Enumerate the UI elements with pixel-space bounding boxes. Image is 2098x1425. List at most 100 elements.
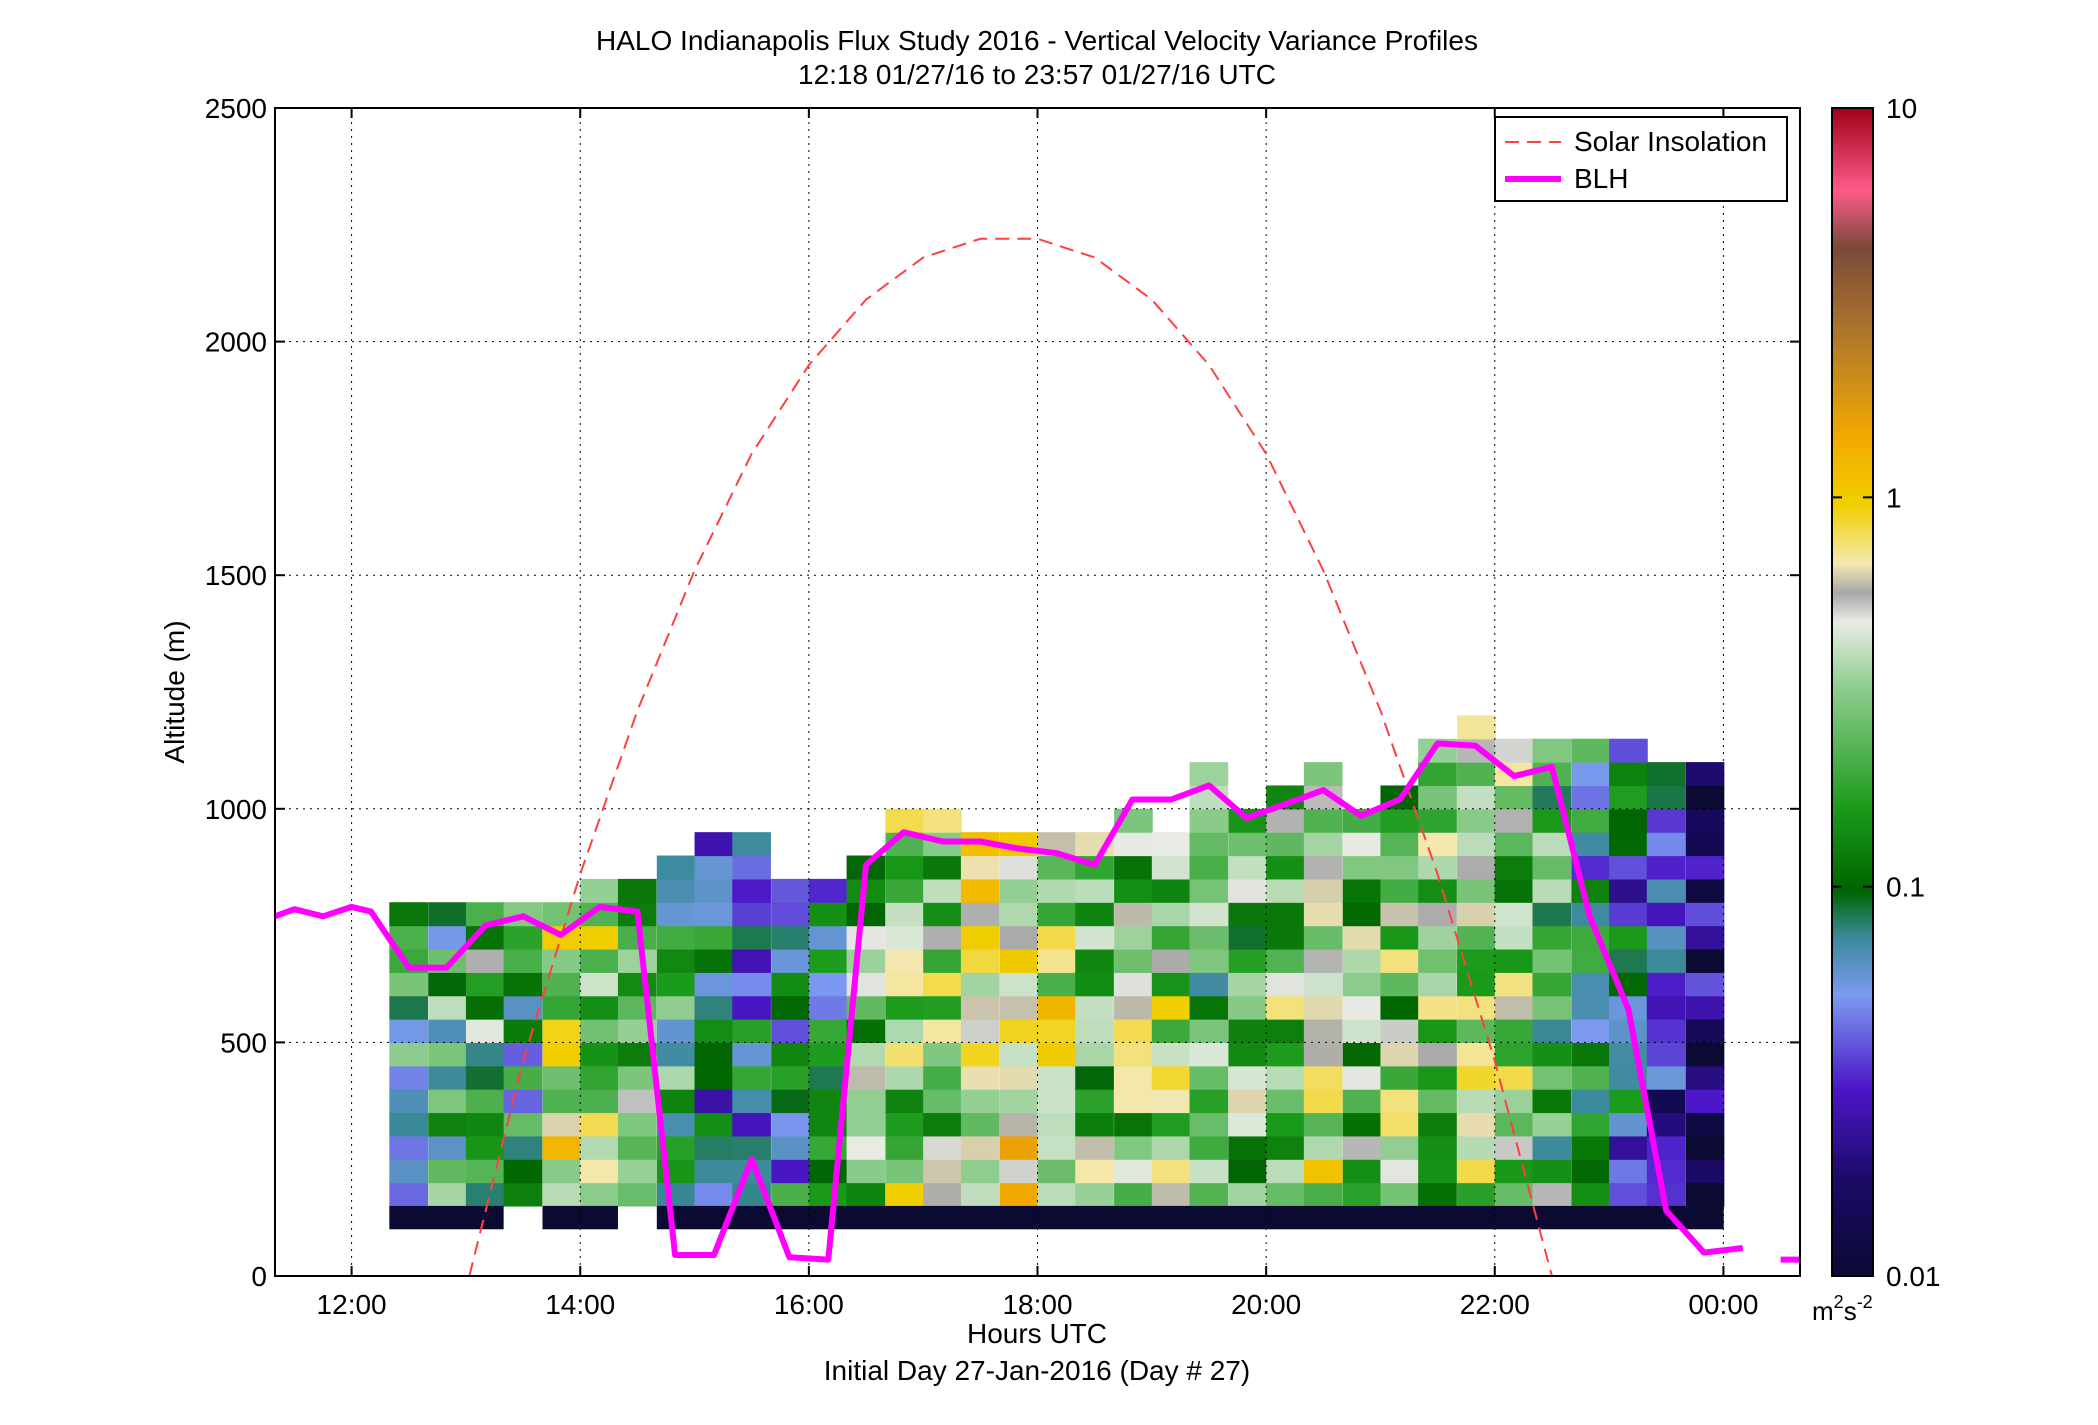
heatmap-cell	[542, 1159, 582, 1184]
heatmap-cell	[656, 902, 696, 927]
heatmap-cell	[1075, 995, 1114, 1020]
heatmap-cell	[1685, 1135, 1725, 1160]
heatmap-cell	[694, 902, 734, 927]
heatmap-cell	[1114, 972, 1153, 997]
heatmap-cell	[1571, 878, 1611, 903]
heatmap-cell	[1303, 948, 1343, 973]
heatmap-cell	[1342, 902, 1382, 927]
heatmap-cell	[1075, 1065, 1114, 1090]
heatmap-cell	[999, 1182, 1039, 1207]
heatmap-cell	[885, 1112, 925, 1137]
y-tick-label: 2000	[205, 327, 267, 358]
heatmap-cell	[846, 1065, 886, 1090]
heatmap-cell	[960, 972, 1000, 997]
heatmap-cell	[1380, 1135, 1420, 1160]
heatmap-cell	[1303, 1042, 1343, 1067]
heatmap-cell	[1609, 878, 1648, 903]
heatmap-cell	[389, 1019, 428, 1043]
heatmap-cell	[1685, 1065, 1725, 1090]
heatmap-cell	[923, 808, 962, 833]
heatmap-cell	[1189, 1019, 1229, 1043]
heatmap-cell	[732, 1112, 771, 1137]
heatmap-cell	[1418, 1112, 1457, 1137]
heatmap-cell	[999, 1042, 1039, 1067]
heatmap-cell	[656, 1019, 696, 1043]
heatmap-cell	[1685, 785, 1725, 810]
heatmap-cell	[960, 995, 1000, 1020]
heatmap-cell	[885, 925, 925, 950]
heatmap-cell	[771, 1089, 810, 1114]
heatmap-cell	[808, 1089, 848, 1114]
heatmap-cell	[1342, 925, 1382, 950]
heatmap-surface-row	[656, 1205, 1724, 1230]
heatmap-cell	[1266, 808, 1305, 833]
heatmap-cell	[808, 948, 848, 973]
heatmap-cell	[1532, 855, 1572, 880]
heatmap-cell	[1151, 1019, 1191, 1043]
heatmap-cell	[542, 1182, 582, 1207]
heatmap-cell	[885, 1089, 925, 1114]
heatmap-cell	[1571, 832, 1611, 857]
heatmap-cell	[1228, 1182, 1268, 1207]
heatmap-cell	[1380, 832, 1420, 857]
heatmap-cell	[1494, 1182, 1534, 1207]
heatmap-cell	[1532, 1065, 1572, 1090]
heatmap-cell	[1571, 948, 1611, 973]
heatmap-cell	[1342, 808, 1382, 833]
heatmap-cell	[808, 1159, 848, 1184]
heatmap-cell	[428, 1089, 467, 1114]
blh-line	[275, 740, 1744, 1263]
heatmap-cell	[1418, 972, 1457, 997]
heatmap-cell	[428, 1019, 467, 1043]
heatmap-cell	[580, 1135, 619, 1160]
heatmap-cell	[1571, 762, 1611, 787]
heatmap-cell	[389, 902, 428, 927]
heatmap-cell	[1303, 1089, 1343, 1114]
heatmap-cell	[389, 1065, 428, 1090]
heatmap-cell	[617, 878, 657, 903]
heatmap-cell	[1228, 1065, 1268, 1090]
heatmap-cell	[1532, 902, 1572, 927]
heatmap-cell	[1380, 1112, 1420, 1137]
heatmap-cell	[1571, 1159, 1611, 1184]
heatmap-cell	[1189, 762, 1229, 787]
heatmap-cell	[885, 948, 925, 973]
heatmap-cell	[1457, 1019, 1496, 1043]
heatmap-cell	[617, 948, 657, 973]
heatmap-cell	[1189, 972, 1229, 997]
heatmap-cell	[1418, 878, 1457, 903]
heatmap-cell	[923, 902, 962, 927]
heatmap-cell	[1685, 1089, 1725, 1114]
heatmap-cell	[1457, 715, 1496, 740]
heatmap-cell	[808, 1042, 848, 1067]
heatmap-cell	[428, 972, 467, 997]
colorbar-unit-exp2: -2	[1857, 1292, 1873, 1312]
legend-blh-label: BLH	[1574, 163, 1628, 194]
heatmap-cell	[1685, 1159, 1725, 1184]
heatmap-cell	[1303, 1159, 1343, 1184]
heatmap-cell	[999, 855, 1039, 880]
heatmap-cell	[999, 1065, 1039, 1090]
heatmap-cell	[771, 1159, 810, 1184]
heatmap-cell	[542, 1135, 582, 1160]
heatmap-cell	[1418, 1159, 1457, 1184]
heatmap-cell	[465, 1182, 505, 1207]
heatmap-cell	[846, 1135, 886, 1160]
heatmap-cell	[1494, 1019, 1534, 1043]
heatmap-cell	[1494, 878, 1534, 903]
heatmap-cell	[885, 878, 925, 903]
heatmap-cell	[1646, 948, 1686, 973]
heatmap-cell	[808, 1065, 848, 1090]
heatmap-cell	[1646, 808, 1686, 833]
heatmap-cell	[542, 902, 582, 927]
heatmap-cell	[1609, 762, 1648, 787]
heatmap-cell	[656, 1042, 696, 1067]
heatmap-cell	[465, 1065, 505, 1090]
heatmap-cell	[389, 1089, 428, 1114]
heatmap-cell	[1303, 762, 1343, 787]
heatmap-cell	[1685, 1182, 1725, 1207]
heatmap-cell	[1609, 1182, 1648, 1207]
heatmap-cell	[923, 1135, 962, 1160]
heatmap-cell	[694, 972, 734, 997]
heatmap-cell	[694, 995, 734, 1020]
